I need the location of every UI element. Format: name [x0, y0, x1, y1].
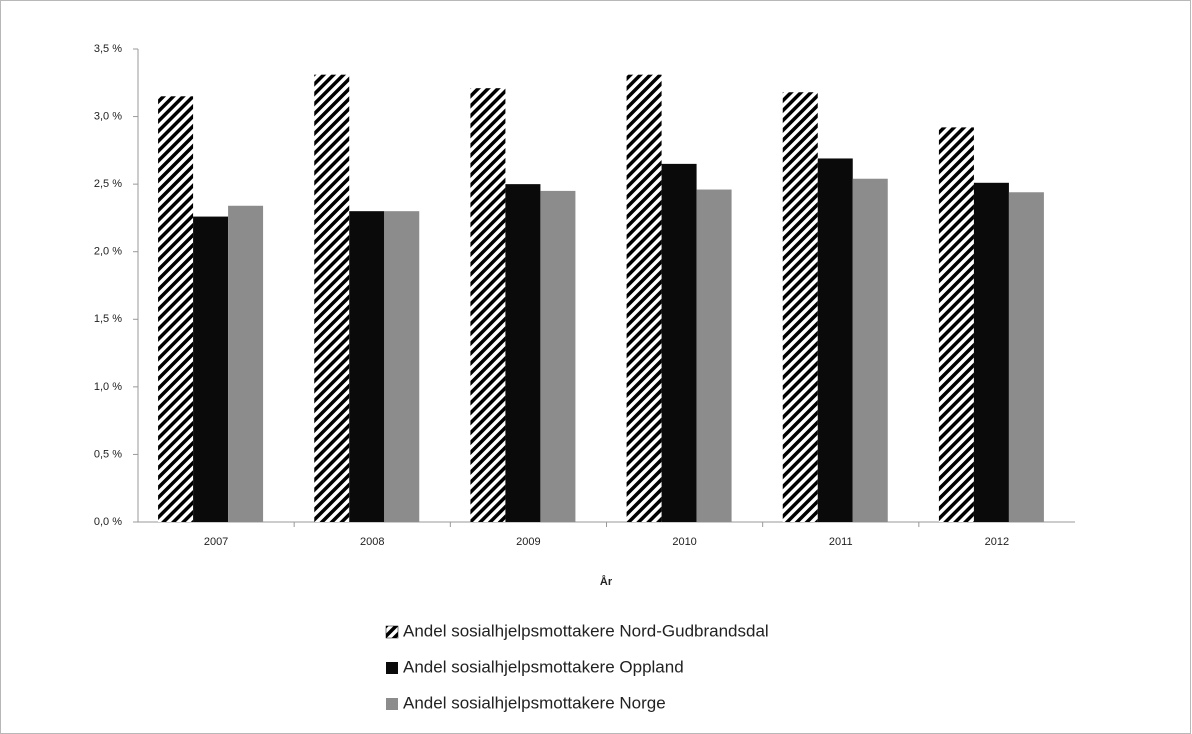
bar — [973, 182, 1009, 522]
bar — [626, 74, 662, 523]
bar — [349, 211, 385, 522]
x-tick-label: 2012 — [985, 536, 1009, 548]
bar — [782, 92, 818, 522]
bar — [505, 184, 541, 522]
bar — [228, 205, 264, 522]
bar — [852, 178, 888, 523]
legend-swatch — [385, 625, 399, 639]
y-tick-label: 3,5 % — [94, 43, 122, 55]
x-tick-label: 2010 — [672, 536, 696, 548]
bar — [938, 127, 974, 522]
bar — [696, 189, 732, 522]
bar — [661, 163, 697, 522]
bar — [193, 216, 229, 522]
legend-label: Andel sosialhjelpsmottakere Norge — [403, 693, 666, 712]
x-tick-label: 2008 — [360, 536, 384, 548]
legend-swatch — [386, 662, 398, 674]
y-tick-label: 1,0 % — [94, 381, 122, 393]
x-tick-label: 2007 — [204, 536, 228, 548]
y-tick-label: 3,0 % — [94, 110, 122, 122]
bar — [314, 74, 350, 523]
legend-label: Andel sosialhjelpsmottakere Oppland — [403, 657, 684, 676]
bar — [1008, 192, 1044, 522]
legend-label: Andel sosialhjelpsmottakere Nord-Gudbran… — [403, 621, 769, 640]
y-tick-label: 0,5 % — [94, 448, 122, 460]
bar — [158, 96, 194, 523]
y-tick-label: 0,0 % — [94, 516, 122, 528]
x-tick-label: 2009 — [516, 536, 540, 548]
bar — [817, 158, 853, 523]
x-axis-label: År — [600, 575, 613, 588]
bar — [384, 211, 420, 522]
legend-swatch — [386, 698, 398, 710]
x-tick-label: 2011 — [829, 536, 853, 548]
bar — [470, 88, 506, 522]
y-tick-label: 2,5 % — [94, 178, 122, 190]
bar — [540, 190, 576, 522]
y-tick-label: 1,5 % — [94, 313, 122, 325]
y-tick-label: 2,0 % — [94, 246, 122, 258]
